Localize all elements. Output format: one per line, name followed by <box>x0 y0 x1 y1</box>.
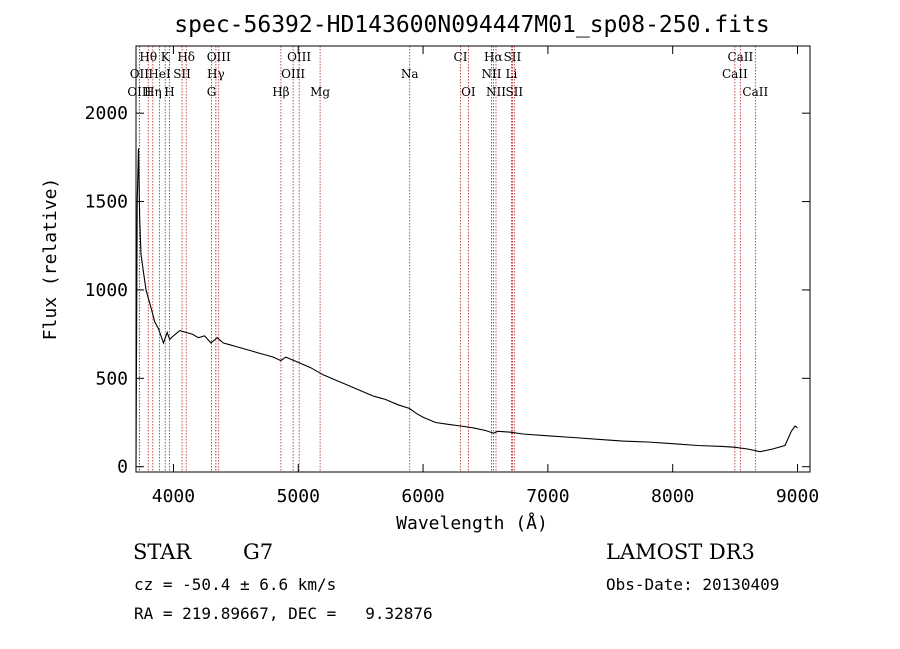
spectral-line-label: CI <box>454 50 468 64</box>
spectral-line-label: Hδ <box>177 50 195 64</box>
spectral-subclass: G7 <box>243 540 274 564</box>
y-axis-ticks: 0 500 1000 1500 2000 <box>85 103 810 478</box>
plot-frame <box>135 45 811 473</box>
x-tick-label: 9000 <box>776 486 819 507</box>
spectral-line-label: Hα <box>484 50 503 64</box>
spectral-line-label: H <box>164 85 174 99</box>
spectral-line-label: CaII <box>727 50 753 64</box>
spectral-line-label: OIII <box>281 67 305 81</box>
redshift-value: cz = -50.4 ± 6.6 km/s <box>134 575 337 594</box>
spectral-line-label: OIII <box>287 50 311 64</box>
spectral-line-label: OII <box>130 67 150 81</box>
y-tick-label: 1000 <box>85 280 128 301</box>
spectral-line-markers <box>138 46 756 472</box>
spectral-line-label: SII <box>505 85 523 99</box>
x-axis-ticks: 4000 5000 6000 7000 8000 9000 <box>152 46 819 507</box>
chart-title: spec-56392-HD143600N094447M01_sp08-250.f… <box>174 12 769 38</box>
y-tick-label: 1500 <box>85 192 128 213</box>
spectral-line-label: Hγ <box>207 67 225 81</box>
y-tick-label: 2000 <box>85 103 128 124</box>
x-tick-label: 4000 <box>152 486 195 507</box>
x-tick-label: 5000 <box>277 486 320 507</box>
observation-date: Obs-Date: 20130409 <box>606 575 780 594</box>
spectral-line-label: SII <box>504 50 522 64</box>
x-tick-label: 6000 <box>401 486 444 507</box>
x-tick-label: 8000 <box>651 486 694 507</box>
spectral-line-label: CaII <box>722 67 748 81</box>
spectral-line-label: Hβ <box>272 85 289 99</box>
spectral-line-label: CaII <box>742 85 768 99</box>
spectral-line-label: Na <box>401 67 419 81</box>
spectral-line-label: Hθ <box>139 50 157 64</box>
spectral-line-label: G <box>207 85 217 99</box>
survey-name: LAMOST DR3 <box>606 540 755 564</box>
spectral-line-label: NII <box>486 85 506 99</box>
object-type: STAR <box>133 540 192 564</box>
spectral-line-label: Mg <box>310 85 330 99</box>
spectral-line-label: HeI <box>148 67 171 81</box>
spectral-line-label: K <box>161 50 171 64</box>
spectral-line-labels: Hθ OII OIII K HeI Hη SII H Hδ OIII Hγ G Hβ OIII OIII Mg… <box>127 50 768 99</box>
spectral-line-label: OIII <box>127 85 151 99</box>
x-tick-label: 7000 <box>526 486 569 507</box>
y-tick-label: 500 <box>95 368 128 389</box>
spectral-line-label: OIII <box>207 50 231 64</box>
x-axis-label: Wavelength (Å) <box>396 512 548 534</box>
spectral-line-label: OI <box>461 85 476 99</box>
spectral-line-label: SII <box>173 67 191 81</box>
spectral-line-label: Li <box>506 67 518 81</box>
spectrum-line <box>135 148 798 467</box>
y-axis-label: Flux (relative) <box>40 178 61 341</box>
coordinates: RA = 219.89667, DEC = 9.32876 <box>134 604 433 623</box>
y-tick-label: 0 <box>117 457 128 478</box>
spectral-line-label: Hη <box>144 85 162 99</box>
spectral-line-label: NII <box>481 67 501 81</box>
